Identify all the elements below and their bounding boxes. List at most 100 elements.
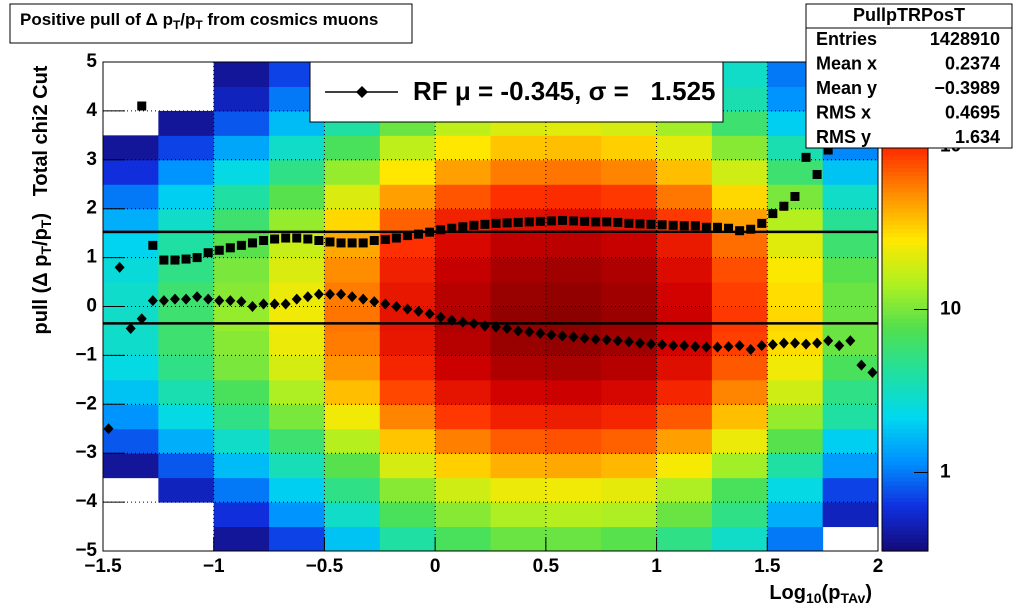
x-tick-label: −1 xyxy=(203,556,225,577)
heatmap-cell xyxy=(601,477,658,503)
diamond-marker xyxy=(701,341,712,353)
diamond-marker xyxy=(513,325,524,337)
diamond-marker xyxy=(114,261,125,273)
heatmap-cell xyxy=(490,159,547,185)
color-bar-step xyxy=(882,347,928,352)
stats-value: 1.634 xyxy=(955,127,1000,147)
text-part: ) xyxy=(865,582,872,604)
color-bar-step xyxy=(882,245,928,251)
square-marker xyxy=(724,223,734,233)
heatmap-cell xyxy=(656,502,713,528)
color-bar-step xyxy=(882,473,928,479)
heatmap-cell xyxy=(269,135,325,161)
diamond-marker xyxy=(668,340,679,352)
diamond-marker xyxy=(767,339,778,351)
heatmap-cell xyxy=(822,306,878,332)
y-tick-label: 2 xyxy=(86,198,97,219)
color-bar-step xyxy=(882,220,928,226)
square-marker xyxy=(524,217,534,227)
heatmap-cell xyxy=(545,159,602,185)
heatmap-cell xyxy=(711,379,768,405)
heatmap-cell xyxy=(767,477,824,503)
color-bar-step xyxy=(882,208,928,214)
heatmap-cell xyxy=(656,306,713,332)
color-bar-step xyxy=(882,241,928,246)
subscript: T xyxy=(38,246,54,255)
color-bar-step xyxy=(882,330,928,336)
color-bar-step xyxy=(882,269,928,275)
heatmap-cell xyxy=(324,526,381,551)
heatmap-cell xyxy=(711,257,768,283)
heatmap-cell xyxy=(269,453,325,479)
stats-label: Entries xyxy=(816,29,877,49)
square-marker xyxy=(159,255,169,265)
heatmap-cell xyxy=(490,184,547,210)
diamond-marker xyxy=(158,295,169,307)
diamond-marker xyxy=(690,341,701,353)
text-part: /p xyxy=(30,228,52,246)
diamond-marker xyxy=(734,340,745,352)
diamond-marker xyxy=(313,288,324,300)
heatmap-cell xyxy=(656,282,713,307)
square-marker xyxy=(768,209,778,219)
heatmap-cell xyxy=(435,184,491,210)
heatmap-cell xyxy=(379,330,436,356)
diamond-marker xyxy=(125,323,136,335)
heatmap-cell xyxy=(711,135,768,161)
square-marker xyxy=(801,152,811,162)
color-bar-step xyxy=(882,343,928,348)
color-bar-step xyxy=(882,359,928,365)
color-bar-step xyxy=(882,477,928,483)
y-tick-label: −3 xyxy=(75,442,97,463)
y-tick-label: 3 xyxy=(86,149,97,170)
diamond-marker xyxy=(524,326,535,338)
heatmap-cell xyxy=(767,428,824,454)
heatmap-cell xyxy=(213,184,270,210)
heatmap-cell xyxy=(822,453,878,479)
heatmap-cell xyxy=(711,453,768,479)
diamond-marker xyxy=(590,333,601,345)
heatmap-cell xyxy=(822,404,878,430)
heatmap-cell xyxy=(767,282,824,307)
color-bar-step xyxy=(882,253,928,259)
heatmap-cell xyxy=(711,428,768,454)
heatmap-cell xyxy=(269,355,325,381)
heatmap-cell xyxy=(269,257,325,283)
heatmap-cell xyxy=(103,208,159,234)
heatmap-cell xyxy=(822,282,878,307)
color-bar-step xyxy=(882,400,928,405)
heatmap-cell xyxy=(823,527,879,552)
heatmap-cell xyxy=(822,257,878,283)
heatmap-cell xyxy=(656,135,713,161)
square-marker xyxy=(347,238,357,248)
color-bar-step xyxy=(882,204,928,210)
color-bar-step xyxy=(882,229,928,234)
heatmap-cell xyxy=(103,111,159,136)
heatmap-cell xyxy=(601,135,658,161)
x-tick-label: −1.5 xyxy=(84,556,122,577)
heatmap-cell xyxy=(490,477,547,503)
diamond-marker xyxy=(147,295,158,307)
square-marker xyxy=(358,238,368,248)
color-bar-step xyxy=(882,257,928,263)
heatmap-cell xyxy=(767,453,824,479)
square-marker xyxy=(225,243,235,253)
square-marker xyxy=(336,238,346,248)
color-bar-step xyxy=(882,489,928,495)
color-bar-step xyxy=(882,261,928,267)
heatmap-cell xyxy=(601,233,658,259)
color-bar-step xyxy=(882,375,928,381)
heatmap-cell xyxy=(545,184,602,210)
square-marker xyxy=(513,217,523,227)
color-bar-step xyxy=(882,355,928,361)
heatmap-cell xyxy=(379,477,436,503)
heatmap-cell xyxy=(324,184,381,210)
heatmap-cell xyxy=(822,233,878,259)
square-marker xyxy=(790,191,800,201)
color-bar-step xyxy=(882,542,928,548)
square-marker xyxy=(281,233,291,243)
diamond-marker xyxy=(413,305,424,317)
heatmap-cell xyxy=(822,355,878,381)
heatmap-cell xyxy=(656,184,713,210)
heatmap-cell xyxy=(213,135,270,161)
